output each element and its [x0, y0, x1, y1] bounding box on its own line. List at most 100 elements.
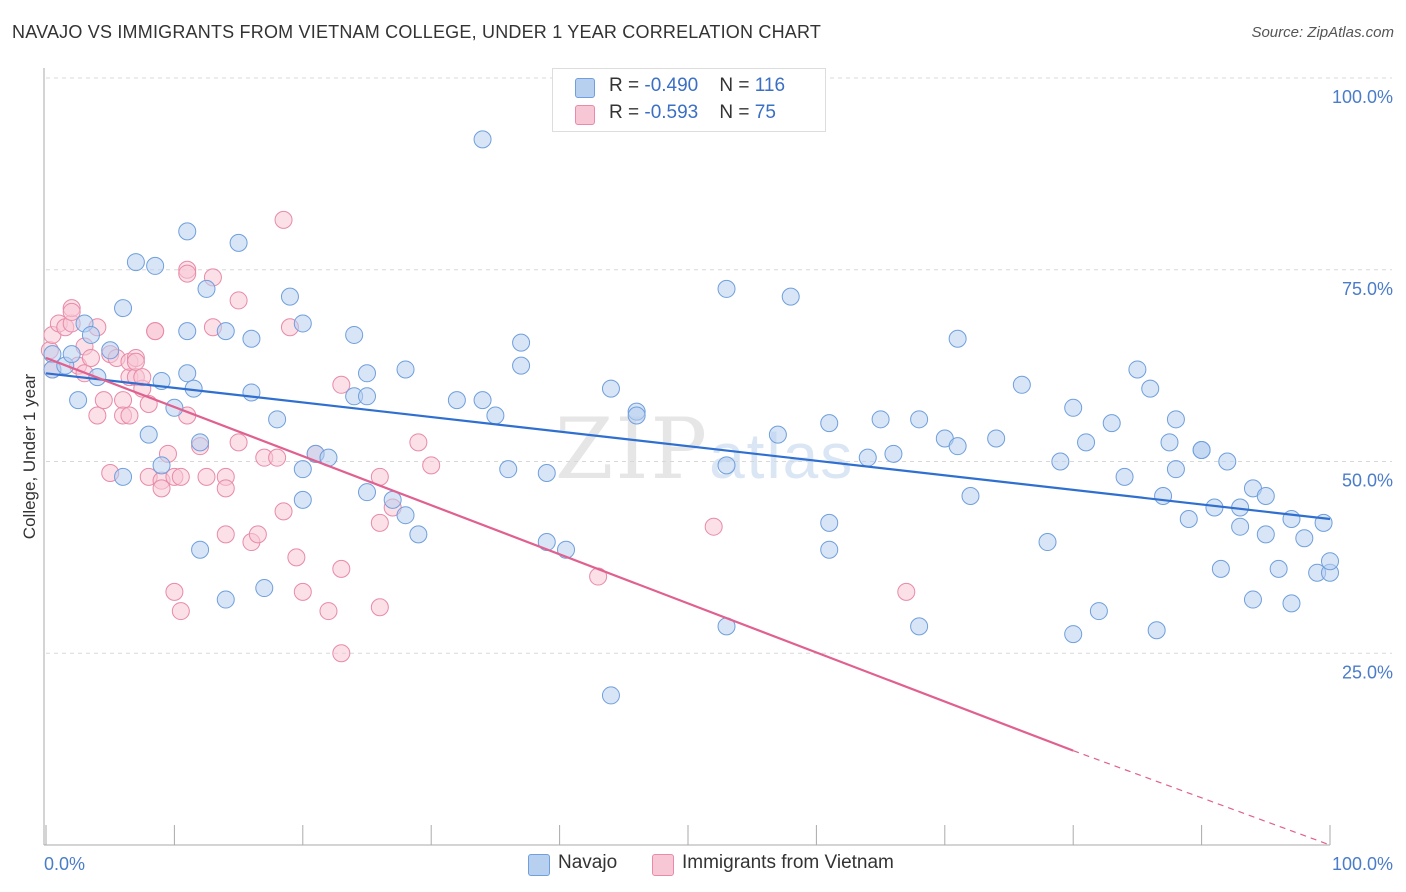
- vietnam-point-50: [229, 433, 248, 452]
- navajo-point-82: [1064, 625, 1083, 644]
- vietnam-trend-line: [45, 356, 1074, 752]
- navajo-point-104: [1256, 525, 1275, 544]
- navajo-point-92: [1166, 460, 1185, 479]
- vietnam-point-64: [332, 644, 351, 663]
- navajo-point-44: [396, 506, 415, 525]
- navajo-point-6: [81, 325, 100, 344]
- navajo-point-52: [512, 333, 531, 352]
- navajo-n-label: N =: [719, 75, 755, 96]
- vietnam-n-value: 75: [754, 102, 776, 123]
- navajo-point-105: [1256, 487, 1275, 506]
- navajo-point-100: [1231, 517, 1250, 536]
- navajo-point-86: [1115, 467, 1134, 486]
- navajo-point-26: [229, 233, 248, 252]
- stats-legend: R = -0.490 N = 116 R = -0.593 N = 75: [552, 68, 826, 132]
- y-tick-label-50: 50.0%: [1342, 471, 1393, 491]
- navajo-point-49: [486, 406, 505, 425]
- vietnam-trend-extension: [1072, 750, 1331, 846]
- navajo-point-113: [1321, 552, 1339, 571]
- grid-lines: [46, 77, 1392, 654]
- navajo-point-59: [627, 406, 646, 425]
- navajo-point-69: [871, 410, 890, 429]
- navajo-point-25: [216, 322, 235, 341]
- vietnam-r-label: R =: [609, 102, 645, 123]
- x-tick-label-0: 0.0%: [44, 854, 85, 874]
- navajo-point-8: [101, 341, 120, 360]
- y-tick-label-75: 75.0%: [1342, 279, 1393, 299]
- vietnam-point-55: [274, 210, 293, 229]
- navajo-point-56: [601, 686, 620, 705]
- navajo-point-98: [1211, 559, 1230, 578]
- y-tick-label-25: 25.0%: [1342, 662, 1393, 682]
- navajo-point-61: [717, 456, 736, 475]
- vietnam-swatch: [575, 105, 595, 125]
- navajo-point-80: [1051, 452, 1070, 471]
- vietnam-point-47: [216, 479, 235, 498]
- navajo-point-50: [499, 460, 518, 479]
- navajo-point-17: [178, 222, 197, 241]
- navajo-point-11: [126, 253, 145, 272]
- navajo-point-85: [1102, 414, 1121, 433]
- navajo-legend-swatch: [528, 854, 550, 876]
- navajo-point-38: [345, 325, 364, 344]
- navajo-point-32: [293, 460, 312, 479]
- chart-title: NAVAJO VS IMMIGRANTS FROM VIETNAM COLLEG…: [12, 22, 822, 42]
- navajo-trend-line: [45, 372, 1331, 521]
- axes: [43, 68, 1331, 846]
- vietnam-point-40: [178, 264, 197, 283]
- navajo-point-72: [910, 617, 929, 636]
- vietnam-point-18: [114, 391, 133, 410]
- navajo-point-87: [1128, 360, 1147, 379]
- navajo-point-19: [178, 322, 197, 341]
- navajo-point-45: [409, 525, 428, 544]
- vietnam-n-label: N =: [719, 102, 755, 123]
- navajo-point-57: [601, 379, 620, 398]
- vietnam-point-37: [171, 602, 190, 621]
- navajo-point-79: [1038, 533, 1057, 552]
- navajo-point-24: [216, 590, 235, 609]
- navajo-point-31: [280, 287, 299, 306]
- navajo-point-40: [358, 483, 376, 502]
- vietnam-point-25: [126, 352, 145, 371]
- source-label: Source: ZipAtlas.com: [1251, 24, 1394, 41]
- navajo-point-94: [1179, 510, 1198, 529]
- vietnam-point-13: [88, 406, 107, 425]
- navajo-point-68: [858, 448, 877, 467]
- navajo-point-71: [910, 410, 929, 429]
- navajo-point-30: [268, 410, 287, 429]
- vietnam-point-70: [422, 456, 441, 475]
- tick-labels: 25.0% 50.0% 75.0% 100.0% 0.0% 100.0% College, …: [20, 87, 1393, 874]
- navajo-point-67: [820, 540, 839, 559]
- vietnam-legend-swatch: [652, 854, 674, 876]
- navajo-point-46: [447, 391, 466, 410]
- vietnam-point-54: [268, 448, 287, 467]
- navajo-point-33: [293, 490, 312, 509]
- vietnam-point-31: [146, 322, 165, 341]
- navajo-point-64: [781, 287, 800, 306]
- navajo-point-29: [255, 579, 274, 598]
- navajo-swatch: [575, 78, 595, 98]
- vietnam-point-58: [287, 548, 306, 567]
- navajo-point-109: [1295, 529, 1314, 548]
- x-tick-label-100: 100.0%: [1332, 854, 1393, 874]
- trend-lines: [45, 356, 1331, 846]
- navajo-point-74: [948, 437, 967, 456]
- navajo-point-89: [1147, 621, 1166, 640]
- navajo-point-53: [537, 464, 556, 483]
- vietnam-point-38: [171, 467, 190, 486]
- vietnam-point-22: [120, 406, 139, 425]
- vietnam-point-66: [370, 513, 389, 532]
- vietnam-point-27: [133, 368, 152, 387]
- navajo-r-value: -0.490: [644, 75, 699, 96]
- navajo-point-93: [1166, 410, 1185, 429]
- vietnam-point-36: [165, 582, 184, 601]
- vietnam-point-72: [704, 517, 723, 536]
- navajo-point-81: [1064, 398, 1083, 417]
- vietnam-legend-label: Immigrants from Vietnam: [682, 852, 894, 873]
- vietnam-point-67: [370, 598, 389, 617]
- vietnam-point-7: [62, 302, 81, 321]
- vietnam-point-63: [332, 559, 351, 578]
- navajo-point-75: [948, 329, 967, 348]
- navajo-point-83: [1077, 433, 1096, 452]
